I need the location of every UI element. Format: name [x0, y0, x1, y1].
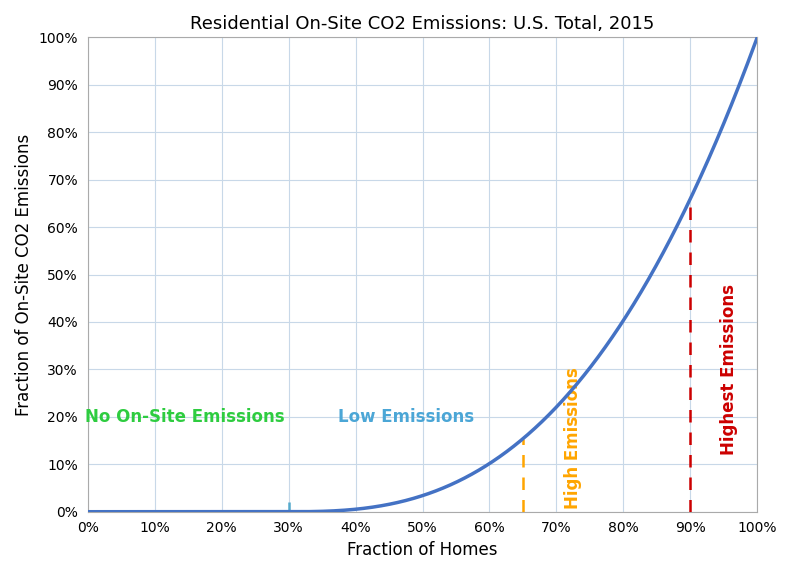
Text: Low Emissions: Low Emissions — [337, 408, 474, 426]
Y-axis label: Fraction of On-Site CO2 Emissions: Fraction of On-Site CO2 Emissions — [15, 133, 33, 416]
X-axis label: Fraction of Homes: Fraction of Homes — [347, 541, 497, 559]
Text: No On-Site Emissions: No On-Site Emissions — [85, 408, 284, 426]
Title: Residential On-Site CO2 Emissions: U.S. Total, 2015: Residential On-Site CO2 Emissions: U.S. … — [190, 15, 655, 33]
Text: High Emissions: High Emissions — [564, 367, 582, 509]
Text: Highest Emissions: Highest Emissions — [720, 284, 738, 455]
